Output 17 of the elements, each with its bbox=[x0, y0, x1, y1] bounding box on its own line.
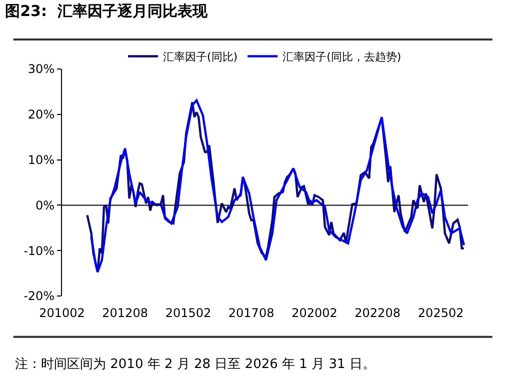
x-tick-label: 201208 bbox=[102, 306, 148, 320]
legend-label: 汇率因子(同比，去趋势) bbox=[282, 50, 402, 64]
y-tick-label: 20% bbox=[28, 108, 55, 122]
y-tick-label: -10% bbox=[24, 244, 55, 258]
legend-label: 汇率因子(同比) bbox=[163, 50, 238, 64]
y-tick-label: 30% bbox=[28, 62, 55, 76]
x-tick-label: 202502 bbox=[418, 306, 464, 320]
y-tick-label: -20% bbox=[24, 289, 55, 304]
chart-title: 图23: 汇率因子逐月同比表现 bbox=[5, 2, 208, 20]
y-tick-label: 10% bbox=[28, 153, 55, 167]
text: 注：时间区间为 2010 年 2 月 28 日至 2026 年 1 月 31 日。 bbox=[15, 357, 376, 372]
x-tick-label: 202208 bbox=[354, 306, 400, 320]
x-tick-label: 201708 bbox=[228, 306, 274, 320]
x-tick-label: 202002 bbox=[292, 306, 338, 320]
x-tick-label: 201002 bbox=[39, 306, 85, 320]
x-tick-label: 201502 bbox=[165, 306, 212, 320]
y-tick-label: 0% bbox=[36, 198, 55, 212]
